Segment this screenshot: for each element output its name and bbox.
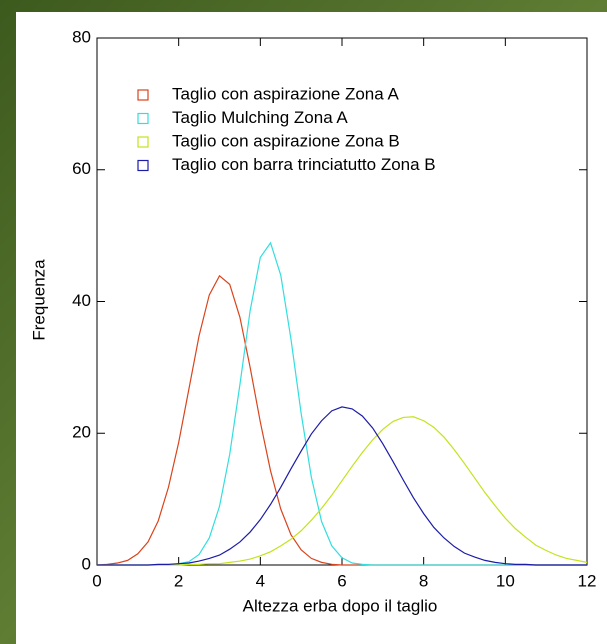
- x-tick-label: 2: [174, 571, 183, 590]
- y-tick-label: 40: [72, 291, 91, 310]
- chart: Altezza erba dopo il taglio Frequenza 0 2…: [0, 0, 607, 644]
- legend-label: Taglio con aspirazione Zona B: [172, 131, 400, 150]
- y-tick-label: 0: [82, 554, 91, 573]
- x-tick-label: 0: [92, 571, 101, 590]
- page: {"chart_data": {"type": "line", "x_label…: [0, 0, 607, 644]
- y-tick-label: 60: [72, 159, 91, 178]
- y-tick-label: 20: [72, 423, 91, 442]
- panel: [16, 12, 607, 644]
- x-tick-label: 6: [337, 571, 346, 590]
- x-axis-label: Altezza erba dopo il taglio: [243, 596, 438, 615]
- y-tick-label: 80: [72, 27, 91, 46]
- legend-label: Taglio con barra trinciatutto Zona B: [172, 155, 436, 174]
- y-axis-label: Frequenza: [29, 259, 48, 341]
- x-tick-label: 4: [256, 571, 265, 590]
- x-tick-label: 10: [496, 571, 515, 590]
- x-tick-label: 12: [578, 571, 597, 590]
- x-tick-label: 8: [419, 571, 428, 590]
- legend-label: Taglio Mulching Zona A: [172, 108, 348, 127]
- legend-label: Taglio con aspirazione Zona A: [172, 84, 399, 103]
